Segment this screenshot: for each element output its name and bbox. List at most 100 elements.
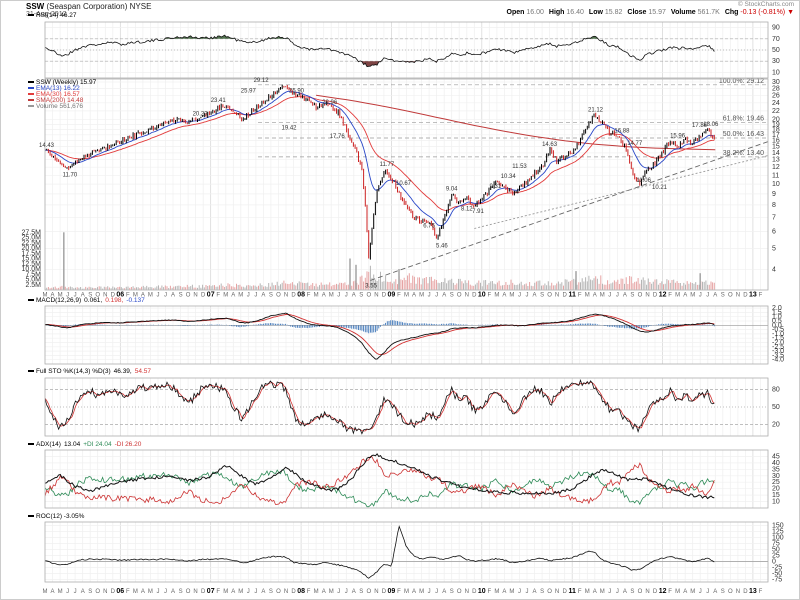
ema30-line: [45, 96, 715, 211]
price-overlays: [45, 90, 716, 227]
svg-text:J: J: [247, 589, 250, 595]
svg-text:S: S: [88, 293, 92, 299]
svg-text:40: 40: [772, 460, 780, 467]
sma200-legend-text: SMA(200) 14.48: [36, 97, 84, 104]
svg-text:O: O: [276, 293, 281, 299]
svg-text:20.23: 20.23: [193, 112, 209, 118]
svg-text:N: N: [103, 293, 107, 299]
svg-text:100.0%: 29.12: 100.0%: 29.12: [719, 78, 764, 85]
svg-text:7.5M: 7.5M: [25, 271, 41, 278]
svg-text:S: S: [721, 293, 725, 299]
ohlc-label-open: Open: [506, 9, 525, 16]
svg-text:M: M: [585, 589, 590, 595]
svg-text:10: 10: [772, 69, 780, 76]
adx-legend-marker-icon: [28, 443, 34, 446]
svg-text:-50: -50: [772, 571, 782, 578]
svg-text:M: M: [585, 293, 590, 299]
adx-plus-di: +DI 24.04: [83, 441, 112, 448]
sma200-line: [316, 94, 716, 151]
svg-text:F: F: [487, 589, 491, 595]
svg-text:J: J: [435, 293, 438, 299]
svg-text:M: M: [329, 589, 334, 595]
svg-text:J: J: [247, 293, 250, 299]
volume-legend-text: Volume 561,676: [36, 103, 83, 110]
svg-text:F: F: [397, 589, 401, 595]
svg-text:16.88: 16.88: [614, 129, 630, 135]
svg-text:M: M: [223, 589, 228, 595]
rsi-legend: RSI(14) 46.27: [28, 12, 76, 19]
rsi-legend-marker-icon: [28, 14, 34, 17]
svg-text:19: 19: [772, 122, 780, 129]
svg-text:25.0M: 25.0M: [22, 235, 42, 242]
svg-text:M: M: [404, 589, 409, 595]
svg-text:M: M: [690, 589, 695, 595]
svg-text:20: 20: [772, 117, 780, 124]
chart-date: 31-Aug-2012: [26, 11, 67, 18]
svg-text:A: A: [502, 293, 506, 299]
svg-text:N: N: [736, 589, 740, 595]
svg-text:-0.5: -0.5: [772, 327, 784, 334]
svg-text:D: D: [743, 589, 748, 595]
svg-text:S: S: [88, 589, 92, 595]
svg-text:D: D: [653, 293, 658, 299]
svg-text:30: 30: [772, 473, 780, 480]
svg-text:9.04: 9.04: [446, 187, 458, 193]
svg-text:O: O: [366, 293, 371, 299]
svg-text:F: F: [578, 589, 582, 595]
svg-text:20: 20: [772, 486, 780, 493]
svg-text:N: N: [374, 293, 378, 299]
svg-text:A: A: [442, 293, 446, 299]
svg-text:A: A: [623, 589, 627, 595]
svg-text:13: 13: [749, 292, 757, 299]
svg-text:3.55: 3.55: [365, 283, 377, 289]
svg-text:75: 75: [772, 541, 780, 548]
svg-text:M: M: [329, 293, 334, 299]
svg-text:M: M: [314, 589, 319, 595]
svg-text:A: A: [713, 589, 717, 595]
price-annotations: 14.43 11.70 20.23 23.41 25.97 29.12 25.90 19.42…: [39, 78, 719, 290]
svg-text:61.8%: 19.46: 61.8%: 19.46: [723, 115, 764, 122]
svg-text:A: A: [352, 589, 356, 595]
ohlc-value-high: 16.40: [564, 9, 584, 16]
sto-value-2: 54.57: [134, 368, 152, 375]
stockcharts-credit: © StockCharts.com: [737, 1, 794, 8]
svg-text:0.0: 0.0: [772, 322, 782, 329]
svg-text:17.5M: 17.5M: [22, 250, 42, 257]
svg-text:25.90: 25.90: [289, 89, 305, 95]
svg-text:D: D: [563, 589, 568, 595]
svg-text:-3.5: -3.5: [772, 352, 784, 359]
svg-text:-4.0: -4.0: [772, 357, 784, 364]
axis-labels: 3028262422201918171615141312111098765490…: [22, 25, 785, 584]
chart-title: SSW (Seaspan Corporation) NYSE: [26, 2, 151, 11]
svg-text:A: A: [442, 589, 446, 595]
svg-text:09: 09: [388, 292, 396, 299]
svg-text:N: N: [555, 293, 559, 299]
svg-text:19.42: 19.42: [281, 126, 297, 132]
svg-text:10: 10: [772, 181, 780, 188]
svg-text:A: A: [683, 589, 687, 595]
volume-legend: Volume 561,676: [28, 103, 83, 110]
svg-text:F: F: [578, 293, 582, 299]
svg-text:N: N: [645, 589, 649, 595]
svg-text:S: S: [540, 293, 544, 299]
svg-text:90: 90: [772, 25, 780, 32]
svg-text:100: 100: [772, 535, 784, 542]
svg-text:D: D: [201, 293, 206, 299]
svg-text:07: 07: [207, 588, 215, 595]
svg-text:13: 13: [772, 157, 780, 164]
svg-text:12: 12: [772, 164, 780, 171]
svg-text:A: A: [261, 293, 265, 299]
svg-text:18.06: 18.06: [703, 122, 719, 128]
svg-text:M: M: [314, 293, 319, 299]
svg-text:14: 14: [772, 150, 780, 157]
svg-text:O: O: [547, 589, 552, 595]
svg-text:J: J: [428, 589, 431, 595]
svg-text:A: A: [352, 293, 356, 299]
svg-text:O: O: [547, 293, 552, 299]
svg-text:14.77: 14.77: [627, 141, 643, 147]
svg-text:M: M: [43, 589, 48, 595]
svg-text:D: D: [111, 589, 116, 595]
macd-value-1: 0.061,: [84, 297, 103, 304]
